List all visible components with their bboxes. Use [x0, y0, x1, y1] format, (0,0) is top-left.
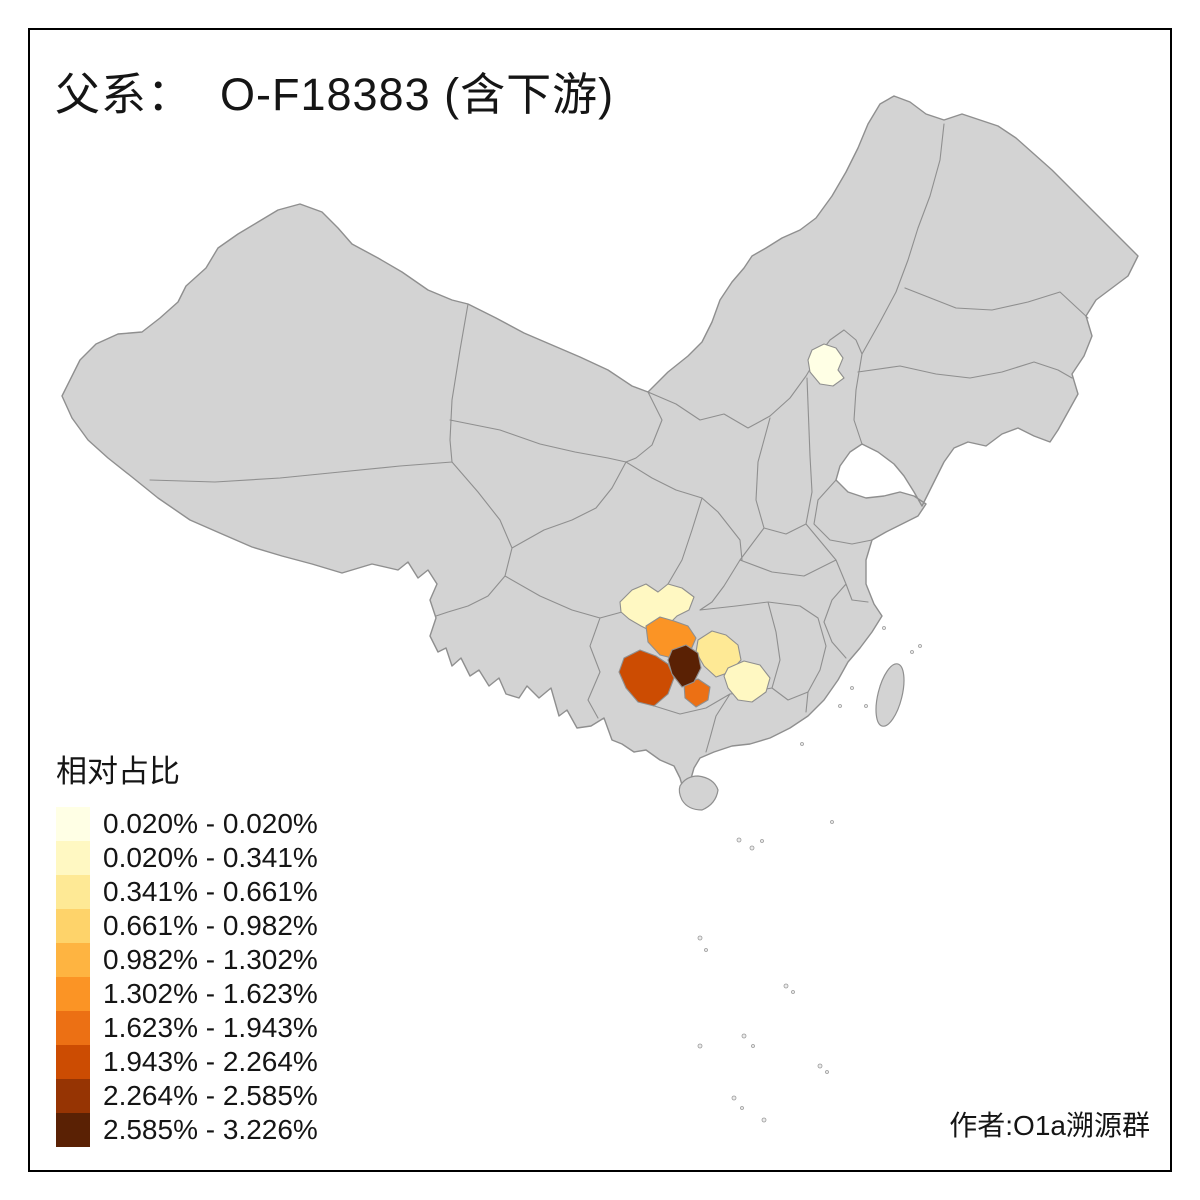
sea-islets	[697, 626, 922, 1123]
legend-row: 0.982% - 1.302%	[56, 943, 318, 977]
legend-label: 0.341% - 0.661%	[103, 876, 318, 907]
highlighted-regions	[618, 343, 845, 708]
legend-label: 0.982% - 1.302%	[103, 944, 318, 975]
legend-row: 0.020% - 0.020%	[56, 807, 318, 841]
legend-label: 0.661% - 0.982%	[103, 910, 318, 941]
legend-row: 0.661% - 0.982%	[56, 909, 318, 943]
legend-row: 1.943% - 2.264%	[56, 1045, 318, 1079]
legend-label: 0.020% - 0.020%	[103, 808, 318, 839]
region-guizhou-south	[683, 678, 711, 708]
legend-title: 相对占比	[56, 754, 180, 789]
author-credit: 作者:O1a溯源群	[949, 1110, 1150, 1141]
legend-label: 2.264% - 2.585%	[103, 1080, 318, 1111]
legend-swatch	[56, 1011, 90, 1045]
legend-swatch	[56, 841, 90, 875]
legend-label: 2.585% - 3.226%	[103, 1114, 318, 1145]
legend-label: 1.943% - 2.264%	[103, 1046, 318, 1077]
taiwan-island	[875, 663, 905, 727]
legend-row: 0.341% - 0.661%	[56, 875, 318, 909]
legend-row: 0.020% - 0.341%	[56, 841, 318, 875]
mainland-outline	[61, 95, 1139, 793]
region-hunan-southwest	[723, 660, 771, 703]
legend-row: 1.302% - 1.623%	[56, 977, 318, 1011]
legend-swatch	[56, 875, 90, 909]
map-title: 父系： O-F18383 (含下游)	[55, 69, 615, 120]
legend-swatch	[56, 1079, 90, 1113]
legend-row: 1.623% - 1.943%	[56, 1011, 318, 1045]
region-beijing	[807, 343, 845, 387]
legend-label: 0.020% - 0.341%	[103, 842, 318, 873]
legend-label: 1.623% - 1.943%	[103, 1012, 318, 1043]
region-guizhou-center	[667, 644, 702, 688]
legend-swatch	[56, 909, 90, 943]
legend-swatch	[56, 1045, 90, 1079]
region-guizhou-west	[618, 649, 675, 707]
legend: 相对占比 0.020% - 0.020% 0.020% - 0.341% 0.3…	[56, 746, 318, 1147]
legend-label: 1.302% - 1.623%	[103, 978, 318, 1009]
province-borders	[149, 123, 1089, 753]
legend-swatch	[56, 943, 90, 977]
legend-swatch	[56, 1113, 90, 1147]
region-chongqing	[619, 583, 695, 633]
legend-swatch	[56, 807, 90, 841]
hainan-island	[678, 775, 719, 811]
legend-row: 2.264% - 2.585%	[56, 1079, 318, 1113]
legend-row: 2.585% - 3.226%	[56, 1113, 318, 1147]
legend-swatch	[56, 977, 90, 1011]
